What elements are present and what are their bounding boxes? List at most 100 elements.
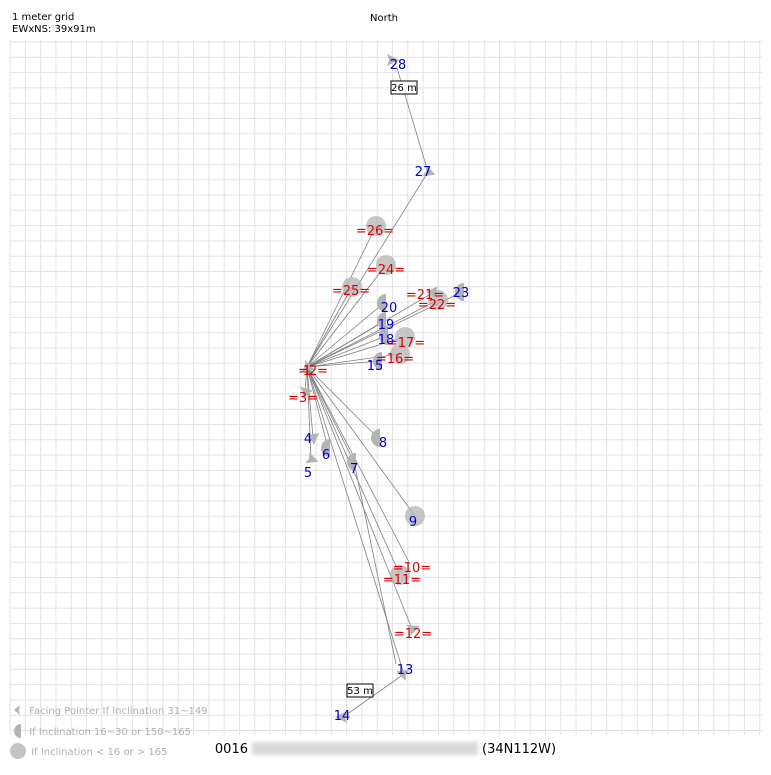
distance-box (346, 683, 374, 698)
station-6-marker (321, 439, 330, 457)
station-19-marker (377, 312, 386, 330)
station-label-6: 6 (322, 448, 330, 463)
survey-line-12-2 (306, 366, 413, 630)
survey-line-20-2 (306, 302, 385, 368)
meter-grid (9, 40, 762, 735)
disc-icon (10, 743, 26, 759)
survey-line-15-2 (306, 360, 381, 368)
survey-line-19-2 (306, 320, 385, 368)
survey-line-18-2 (306, 335, 387, 368)
station-23-marker (455, 283, 464, 301)
station-4-marker (306, 432, 320, 446)
station-11-marker (390, 565, 410, 585)
footer-title: 0016 (34N112W) (0, 742, 771, 757)
survey-line-26-2 (306, 225, 377, 368)
station-label-7: 7 (350, 462, 358, 477)
distance-box (390, 80, 418, 95)
station-label-5: 5 (304, 466, 312, 481)
distance-label: 26 m (391, 83, 417, 94)
station-28-marker (387, 54, 399, 66)
station-label-11: =11= (383, 573, 421, 588)
station-25-marker (342, 277, 362, 297)
survey-line-11-2 (306, 366, 401, 576)
half-disc-icon (14, 724, 21, 738)
station-label-20: 20 (381, 301, 398, 316)
legend-label-pointer: Facing Pointer If Inclination 31~149 (29, 706, 208, 717)
facing-pointer-icon (14, 705, 20, 715)
station-24-marker (376, 255, 396, 275)
station-label-1: 1 (303, 364, 311, 379)
station-label-14: 14 (334, 709, 351, 724)
station-label-22: =22= (418, 298, 456, 313)
station-22-marker (428, 290, 448, 310)
station-label-21: =21= (406, 288, 444, 303)
station-label-19: 19 (378, 318, 395, 333)
station-15-marker (373, 352, 382, 370)
station-27-marker (422, 164, 436, 177)
survey-line-4-2 (306, 366, 314, 439)
station-17-marker (395, 327, 415, 347)
station-label-8: 8 (379, 436, 387, 451)
grid-label: 1 meter grid (12, 12, 75, 23)
survey-line-3-2 (304, 366, 308, 393)
legend-item-pointer: Facing Pointer If Inclination 31~149 (10, 703, 208, 717)
survey-line-8-2 (306, 366, 379, 439)
survey-line-22-2 (306, 299, 439, 368)
survey-line-6-2 (306, 366, 329, 449)
size-label: EWxNS: 39x91m (12, 24, 96, 35)
station-12-marker (406, 624, 420, 637)
station-7-marker (347, 453, 356, 471)
survey-line-10-2 (306, 366, 411, 565)
station-label-18: 18 (378, 333, 395, 348)
station-3-marker (300, 386, 313, 399)
station-20-marker (377, 294, 386, 312)
survey-line-13-2 (306, 366, 405, 675)
station-label-4: 4 (304, 432, 312, 447)
legend-item-disc: If Inclination < 16 or > 165 (10, 743, 168, 759)
legend-item-half-disc: If Inclination 16~30 or 150~165 (10, 723, 191, 739)
station-2-marker (301, 359, 315, 372)
station-label-12: =12= (394, 627, 432, 642)
redacted-name (252, 742, 478, 755)
legend-label-disc: If Inclination < 16 or > 165 (31, 747, 168, 758)
survey-line-7-13 (353, 461, 397, 665)
station-26-marker (366, 216, 386, 236)
survey-line-17-2 (306, 336, 406, 368)
station-9-marker (405, 506, 425, 526)
station-label-15: 15 (367, 359, 384, 374)
station-label-27: 27 (415, 165, 432, 180)
station-label-10: =10= (393, 561, 431, 576)
station-label-23: 23 (453, 286, 470, 301)
station-label-26: =26= (356, 224, 394, 239)
station-label-28: 28 (390, 58, 407, 73)
survey-line-5-2 (306, 366, 312, 460)
survey-line-16-2 (306, 353, 401, 368)
station-5-marker (305, 451, 319, 464)
survey-lines (304, 67, 463, 718)
survey-line-24-2 (306, 264, 387, 368)
station-8-marker (371, 429, 380, 447)
station-13-marker (396, 669, 410, 682)
distance-label: 53 m (347, 686, 373, 697)
station-label-16: =16= (376, 352, 414, 367)
survey-line-9-2 (306, 366, 416, 517)
station-label-25: =25= (332, 284, 370, 299)
station-label-2: =2= (298, 364, 328, 379)
station-label-13: 13 (397, 663, 414, 678)
station-markers (300, 54, 464, 723)
station-16-marker (390, 344, 410, 364)
distance-labels: 26 m 53 m (346, 80, 418, 698)
station-label-9: 9 (409, 515, 417, 530)
footer-code: 0016 (214, 742, 248, 757)
north-label: North (370, 13, 398, 24)
station-label-3: =3= (288, 391, 318, 406)
station-18-marker (379, 327, 388, 345)
station-14-marker (335, 711, 347, 723)
station-label-24: =24= (367, 263, 405, 278)
survey-line-27-2 (306, 171, 429, 368)
survey-line-25-2 (306, 286, 353, 368)
legend-label-half-disc: If Inclination 16~30 or 150~165 (29, 727, 191, 738)
